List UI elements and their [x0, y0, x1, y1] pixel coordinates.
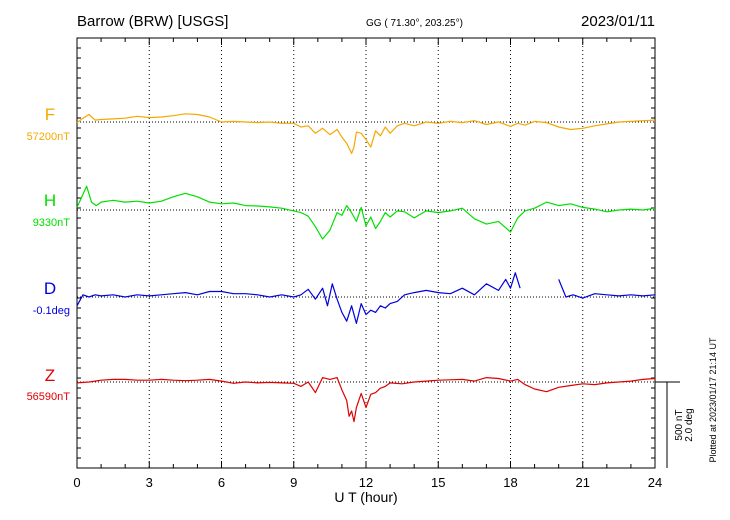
series-name-d: D — [44, 279, 56, 298]
series-line-f — [76, 113, 656, 154]
minor-ticks — [76, 38, 656, 468]
x-axis-ticks: 0 3 6 9 12 15 18 21 24 — [73, 475, 662, 490]
x-axis-label: U T (hour) — [334, 489, 397, 505]
scale-bar: 500 nT 2.0 deg — [655, 381, 695, 468]
series-name-f: F — [45, 105, 55, 124]
x-tick-label: 12 — [359, 475, 373, 490]
series-baseline-f: 57200nT — [27, 131, 71, 143]
x-tick-label: 18 — [503, 475, 517, 490]
plotted-timestamp: Plotted at 2023/01/17 21:14 UT — [708, 337, 718, 463]
series-baseline-z: 56590nT — [27, 391, 71, 403]
series-line-d — [76, 272, 521, 324]
x-tick-label: 15 — [431, 475, 445, 490]
station-title: Barrow (BRW) [USGS] — [77, 13, 228, 30]
series-line-z — [76, 377, 656, 423]
x-tick-label: 9 — [290, 475, 297, 490]
series-name-h: H — [44, 191, 56, 210]
x-tick-label: 6 — [218, 475, 225, 490]
series-lines — [76, 113, 656, 423]
x-tick-label: 24 — [648, 475, 662, 490]
x-tick-label: 3 — [146, 475, 153, 490]
x-tick-label: 21 — [576, 475, 590, 490]
date-label: 2023/01/11 — [581, 13, 655, 30]
series-name-z: Z — [45, 366, 55, 385]
grid — [148, 38, 584, 468]
x-tick-label: 0 — [73, 475, 80, 490]
scale-bar-deg: 2.0 deg — [684, 408, 695, 441]
series-labels: F 57200nT H 9330nT D -0.1deg Z 56590nT — [27, 105, 71, 403]
coordinates-label: GG ( 71.30°, 203.25°) — [366, 18, 463, 29]
series-line-d-segment2 — [558, 279, 656, 299]
series-baseline-d: -0.1deg — [33, 305, 70, 317]
baselines — [77, 121, 655, 383]
series-line-h — [76, 185, 656, 240]
scale-bar-nt: 500 nT — [674, 409, 685, 440]
series-baseline-h: 9330nT — [33, 217, 71, 229]
